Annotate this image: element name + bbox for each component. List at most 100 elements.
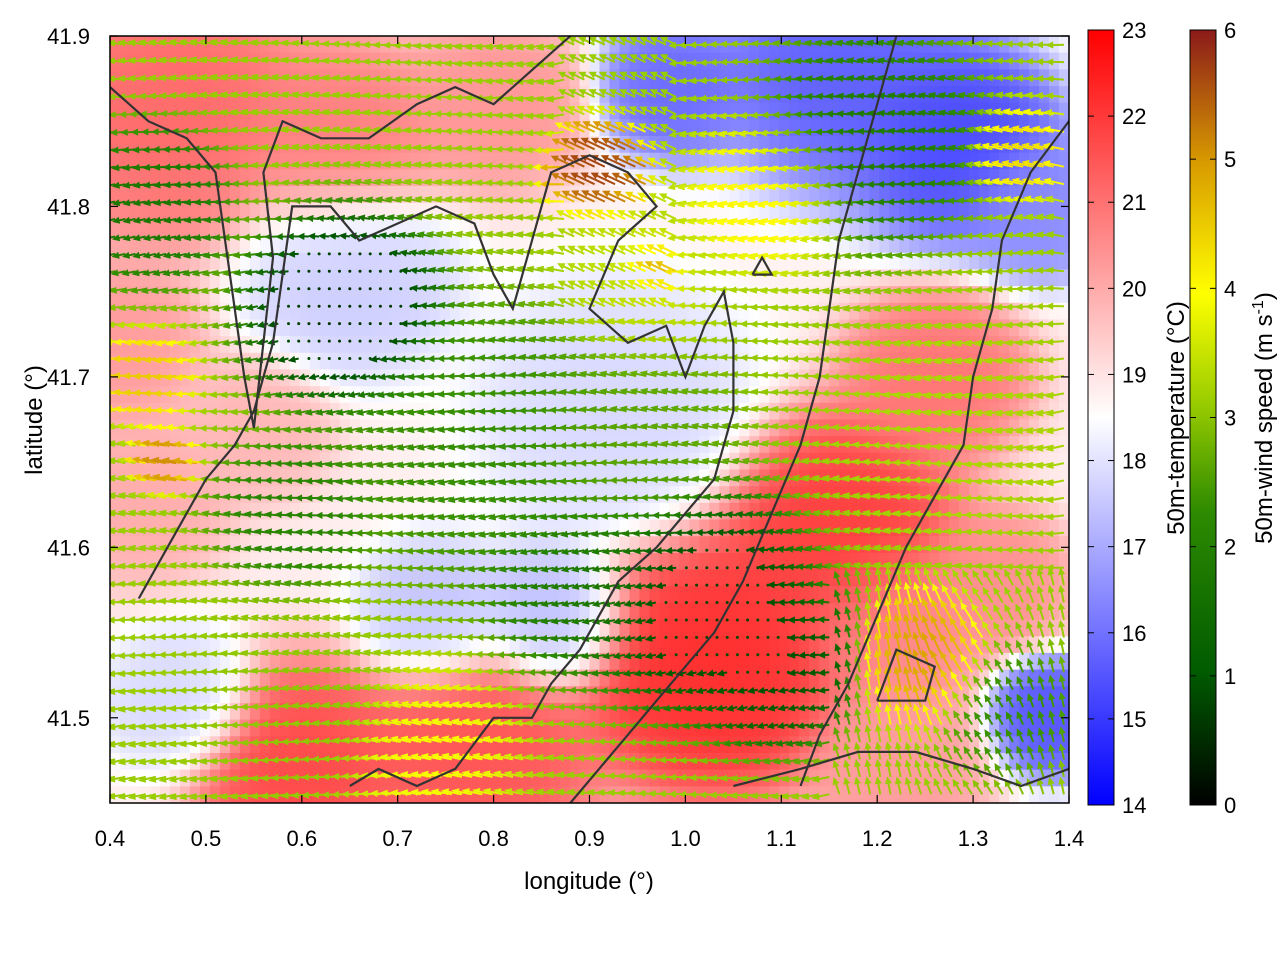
temperature-cell	[369, 436, 381, 454]
temperature-cell	[759, 302, 770, 321]
temperature-cell	[589, 236, 601, 254]
temperature-cell	[779, 369, 790, 387]
temperature-cell	[529, 69, 541, 87]
temperature-cell	[419, 102, 431, 120]
temperature-cell	[969, 219, 980, 237]
temperature-cell	[999, 202, 1010, 221]
temperature-cell	[1059, 436, 1069, 454]
temperature-cell	[849, 136, 860, 154]
temperature-cell	[989, 186, 1000, 204]
temperature-cell	[859, 302, 870, 321]
temperature-cell	[659, 619, 671, 637]
temperature-cell	[1039, 402, 1050, 421]
temperature-cell	[549, 36, 561, 54]
temperature-cell	[689, 236, 700, 254]
temperature-cell	[489, 186, 501, 204]
temperature-cell	[1049, 286, 1060, 304]
temperature-cell	[249, 269, 261, 287]
temperature-cell	[429, 186, 441, 204]
temperature-cell	[549, 52, 561, 70]
temperature-cell	[279, 319, 291, 337]
temperature-cell	[329, 152, 341, 170]
temperature-cell	[619, 119, 631, 137]
temperature-cell	[419, 786, 431, 803]
temperature-cell	[539, 119, 551, 137]
temperature-cell	[1049, 269, 1060, 287]
temperature-cell	[779, 686, 790, 704]
temperature-cell	[989, 169, 1000, 187]
temperature-cell	[339, 152, 351, 170]
temperature-cell	[749, 86, 760, 104]
temperature-cell	[119, 352, 131, 371]
temperature-cell	[889, 219, 900, 237]
temperature-cell	[809, 69, 820, 87]
temperature-cell	[389, 336, 401, 354]
temperature-cell	[429, 219, 441, 237]
temperature-cell	[859, 169, 870, 187]
temperature-cell	[249, 236, 261, 254]
temperature-cell	[819, 119, 830, 137]
temperature-cell	[769, 286, 780, 304]
temperature-cell	[669, 236, 681, 254]
temperature-cell	[569, 52, 581, 70]
temperature-cell	[379, 436, 391, 454]
temperature-cell	[869, 136, 880, 154]
temperature-cell	[829, 202, 840, 221]
temperature-cell	[309, 336, 321, 354]
temperature-cell	[459, 136, 471, 154]
temperature-cell	[999, 786, 1010, 803]
temperature-cell	[219, 302, 231, 321]
temperature-cell	[529, 302, 541, 321]
temperature-cell	[479, 102, 491, 120]
temperature-cell	[110, 136, 121, 154]
temperature-cell	[699, 202, 710, 221]
temperature-cell	[639, 286, 651, 304]
temperature-cell	[419, 152, 431, 170]
temperature-cell	[689, 386, 700, 404]
temperature-cell	[619, 252, 631, 271]
temperature-cell	[869, 86, 880, 104]
temperature-cell	[789, 286, 800, 304]
temperature-cell	[289, 236, 301, 254]
temperature-cell	[909, 786, 920, 803]
temperature-cell	[469, 219, 481, 237]
temperature-cell	[619, 702, 631, 721]
temperature-cell	[559, 219, 571, 237]
temperature-cell	[609, 369, 621, 387]
temperature-cell	[839, 252, 850, 271]
temperature-cell	[319, 336, 331, 354]
temperature-cell	[449, 269, 461, 287]
temperature-cell	[739, 636, 750, 654]
temperature-cell	[569, 336, 581, 354]
temperature-cell	[689, 602, 700, 621]
temperature-cell	[129, 369, 141, 387]
temperature-cell	[749, 136, 760, 154]
temperature-cell	[749, 352, 760, 371]
temperature-cell	[179, 119, 191, 137]
temperature-cell	[949, 252, 960, 271]
temperature-cell	[549, 186, 561, 204]
temperature-cell	[909, 302, 920, 321]
temperature-cell	[499, 52, 511, 70]
temperature-cell	[1059, 519, 1069, 537]
temperature-cell	[459, 352, 471, 371]
temperature-cell	[519, 319, 531, 337]
temperature-cell	[1049, 202, 1060, 221]
temperature-cell	[389, 186, 401, 204]
temperature-cell	[769, 402, 780, 421]
temperature-cell	[919, 236, 930, 254]
temperature-cell	[419, 86, 431, 104]
temperature-cell	[529, 152, 541, 170]
temperature-cell	[289, 152, 301, 170]
temperature-cell	[129, 302, 141, 321]
temperature-cell	[469, 436, 481, 454]
temperature-cell	[399, 252, 411, 271]
temperature-cell	[709, 102, 720, 120]
temperature-cell	[899, 269, 910, 287]
temperature-cell	[169, 236, 181, 254]
temperature-cell	[419, 319, 431, 337]
temperature-cell	[899, 152, 910, 170]
temperature-cell	[1039, 269, 1050, 287]
temperature-cell	[129, 236, 141, 254]
temperature-cell	[899, 286, 910, 304]
